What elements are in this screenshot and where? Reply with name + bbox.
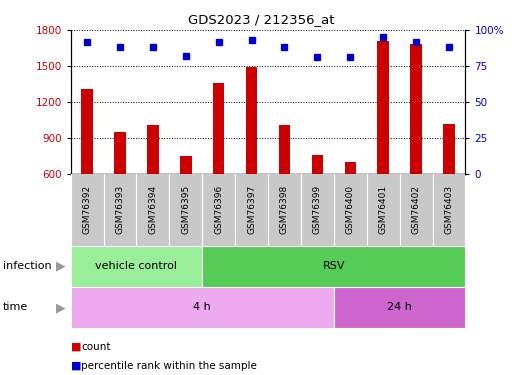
Bar (213, 83, 224, 174)
Bar (411, 45, 422, 174)
Text: GSM76400: GSM76400 (346, 185, 355, 234)
Bar (246, 67, 257, 174)
Bar (444, 124, 455, 174)
Text: ▶: ▶ (56, 260, 65, 273)
Text: infection: infection (3, 261, 51, 271)
Bar (279, 125, 290, 174)
Text: GSM76395: GSM76395 (181, 185, 190, 234)
Text: vehicle control: vehicle control (95, 261, 177, 271)
Text: ■: ■ (71, 342, 81, 352)
Text: GSM76398: GSM76398 (280, 185, 289, 234)
Text: GSM76392: GSM76392 (83, 185, 92, 234)
Bar (180, 156, 191, 174)
Text: percentile rank within the sample: percentile rank within the sample (81, 361, 257, 370)
Bar (334, 287, 465, 328)
Text: ▶: ▶ (56, 301, 65, 314)
Bar (147, 125, 158, 174)
Text: GSM76399: GSM76399 (313, 185, 322, 234)
Text: count: count (81, 342, 110, 352)
Text: GDS2023 / 212356_at: GDS2023 / 212356_at (188, 13, 335, 26)
Bar (71, 287, 334, 328)
Bar (202, 246, 465, 287)
Text: GSM76397: GSM76397 (247, 185, 256, 234)
Bar (114, 132, 126, 174)
Bar (71, 246, 202, 287)
Bar (345, 162, 356, 174)
Text: GSM76403: GSM76403 (445, 185, 453, 234)
Text: GSM76401: GSM76401 (379, 185, 388, 234)
Bar (312, 155, 323, 174)
Text: ■: ■ (71, 361, 81, 370)
Text: GSM76394: GSM76394 (149, 185, 157, 234)
Text: GSM76393: GSM76393 (116, 185, 124, 234)
Bar (71, 174, 465, 246)
Text: GSM76396: GSM76396 (214, 185, 223, 234)
Text: RSV: RSV (323, 261, 345, 271)
Text: 4 h: 4 h (194, 303, 211, 312)
Text: time: time (3, 303, 28, 312)
Text: 24 h: 24 h (387, 303, 412, 312)
Bar (378, 41, 389, 174)
Bar (81, 89, 93, 174)
Text: GSM76402: GSM76402 (412, 185, 420, 234)
